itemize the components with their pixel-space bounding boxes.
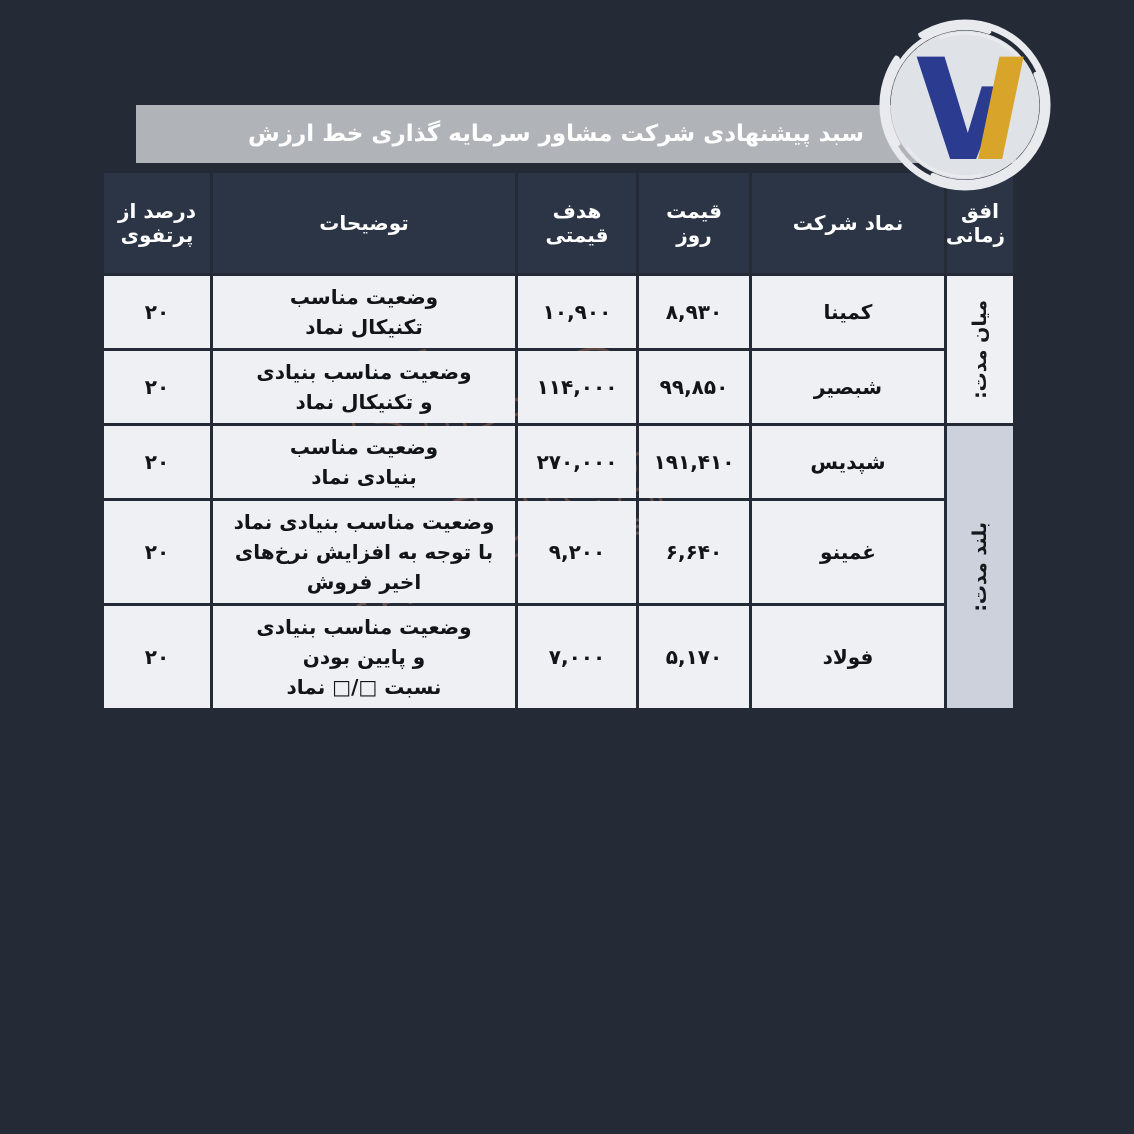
page-title: سبد پیشنهادی شرکت مشاور سرمایه گذاری خط … <box>248 121 864 147</box>
table-row: غمینو ۶,۶۴۰ ۹,۲۰۰ وضعیت مناسب بنیادی نما… <box>104 501 1013 603</box>
table-header: افق زمانی نماد شرکت قیمت روز هدف قیمتی ت… <box>104 173 1013 273</box>
cell-description: وضعیت مناسب بنیادی نماد با توجه به افزای… <box>213 501 515 603</box>
cell-target: ۱۰,۹۰۰ <box>518 276 636 348</box>
description-line: تکنیکال نماد <box>305 315 423 339</box>
header-line-1: افق <box>961 198 999 223</box>
horizon-label: میان مدت: <box>969 300 991 399</box>
cell-symbol: شپدیس <box>752 426 944 498</box>
cell-target: ۷,۰۰۰ <box>518 606 636 708</box>
header-line-1: قیمت <box>666 198 722 223</box>
header-line-1: درصد از <box>118 198 196 223</box>
cell-description: وضعیت مناسب بنیادی نماد <box>213 426 515 498</box>
cell-percent: ۲۰ <box>104 426 210 498</box>
column-header-horizon: افق زمانی <box>945 173 1013 273</box>
cell-symbol: فولاد <box>752 606 944 708</box>
description-line: و پایین بودن <box>302 645 426 669</box>
header-line-2: پرتفوی <box>120 223 194 247</box>
description-line: وضعیت مناسب <box>289 435 439 459</box>
portfolio-table: افق زمانی نماد شرکت قیمت روز هدف قیمتی ت… <box>101 170 1016 711</box>
header-line-2: قیمتی <box>545 223 609 247</box>
table-header-row: افق زمانی نماد شرکت قیمت روز هدف قیمتی ت… <box>104 173 1013 273</box>
description-line: وضعیت مناسب بنیادی <box>256 360 472 384</box>
cell-price: ۹۹,۸۵۰ <box>639 351 749 423</box>
description-line: با توجه به افزایش نرخ‌های <box>234 540 494 564</box>
cell-percent: ۲۰ <box>104 501 210 603</box>
cell-price: ۸,۹۳۰ <box>639 276 749 348</box>
company-logo <box>872 12 1058 198</box>
horizon-label: بلند مدت: <box>969 522 991 612</box>
cell-target: ۹,۲۰۰ <box>518 501 636 603</box>
cell-symbol: غمینو <box>752 501 944 603</box>
description-line: وضعیت مناسب <box>289 285 439 309</box>
cell-horizon-long-term: بلند مدت: <box>947 426 1013 708</box>
table-row: فولاد ۵,۱۷۰ ۷,۰۰۰ وضعیت مناسب بنیادی و پ… <box>104 606 1013 708</box>
cell-symbol: شبصیر <box>752 351 944 423</box>
header-line-1: هدف <box>552 198 602 223</box>
cell-target: ۲۷۰,۰۰۰ <box>518 426 636 498</box>
page-title-bar: سبد پیشنهادی شرکت مشاور سرمایه گذاری خط … <box>136 105 1016 163</box>
description-line: وضعیت مناسب بنیادی نماد <box>233 510 495 534</box>
description-line: وضعیت مناسب بنیادی <box>256 615 472 639</box>
table-row: بلند مدت: شپدیس ۱۹۱,۴۱۰ ۲۷۰,۰۰۰ وضعیت من… <box>104 426 1013 708</box>
column-header-description: توضیحات <box>213 173 515 273</box>
cell-description: وضعیت مناسب بنیادی و تکنیکال نماد <box>213 351 515 423</box>
table-row: شبصیر ۹۹,۸۵۰ ۱۱۴,۰۰۰ وضعیت مناسب بنیادی … <box>104 351 1013 423</box>
table-row: میان مدت: کمینا ۸,۹۳۰ ۱۰,۹۰۰ وضعیت مناسب… <box>104 276 1013 423</box>
cell-horizon-mid-term: میان مدت: <box>947 276 1013 423</box>
description-line: اخیر فروش <box>306 570 422 594</box>
header-line-2: روز <box>676 223 712 247</box>
description-line: و تکنیکال نماد <box>295 390 433 414</box>
cell-percent: ۲۰ <box>104 351 210 423</box>
cell-price: ۶,۶۴۰ <box>639 501 749 603</box>
cell-description: وضعیت مناسب بنیادی و پایین بودن نسبت □/□… <box>213 606 515 708</box>
description-line: بنیادی نماد <box>311 465 417 489</box>
table-body: میان مدت: کمینا ۸,۹۳۰ ۱۰,۹۰۰ وضعیت مناسب… <box>104 276 1013 708</box>
header-line-2: زمانی <box>945 223 1005 247</box>
column-header-target: هدف قیمتی <box>518 173 636 273</box>
cell-percent: ۲۰ <box>104 606 210 708</box>
cell-target: ۱۱۴,۰۰۰ <box>518 351 636 423</box>
column-header-price: قیمت روز <box>639 173 749 273</box>
cell-price: ۵,۱۷۰ <box>639 606 749 708</box>
cell-price: ۱۹۱,۴۱۰ <box>639 426 749 498</box>
column-header-percent: درصد از پرتفوی <box>104 173 210 273</box>
cell-percent: ۲۰ <box>104 276 210 348</box>
cell-description: وضعیت مناسب تکنیکال نماد <box>213 276 515 348</box>
column-header-symbol: نماد شرکت <box>752 173 944 273</box>
description-line: نسبت □/□ نماد <box>286 675 442 699</box>
cell-symbol: کمینا <box>752 276 944 348</box>
